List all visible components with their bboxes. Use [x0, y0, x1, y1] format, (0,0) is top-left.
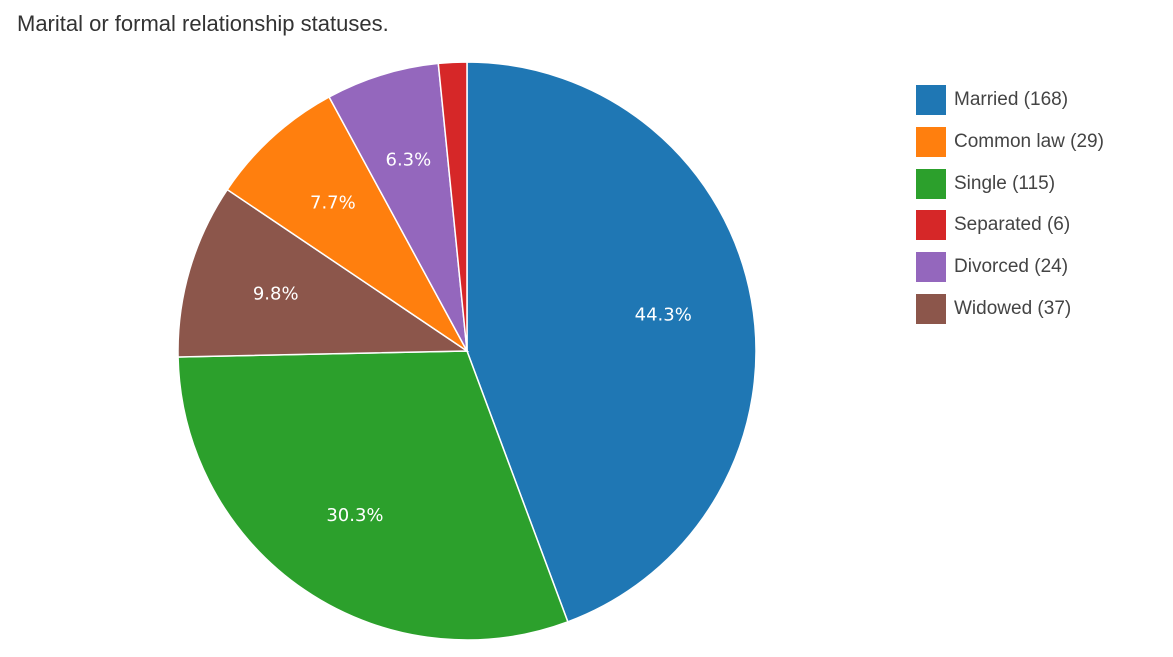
legend-item-widowed[interactable]: Widowed (37): [916, 293, 1104, 324]
legend-swatch: [916, 126, 946, 157]
legend-label: Separated (6): [954, 214, 1071, 236]
pie-slice-married[interactable]: [466, 61, 757, 623]
legend-swatch: [916, 210, 946, 241]
slice-percent-label: 44.3%: [635, 305, 692, 326]
chart-title: Marital or formal relationship statuses.: [17, 11, 389, 36]
legend-item-divorced[interactable]: Divorced (24): [916, 252, 1104, 283]
legend-label: Divorced (24): [954, 256, 1069, 278]
legend-swatch: [916, 293, 946, 324]
pie-slice-single[interactable]: [177, 350, 569, 641]
pie-slice-common-law[interactable]: [226, 95, 468, 352]
slice-percent-label: 6.3%: [386, 149, 432, 170]
slice-percent-label: 7.7%: [310, 192, 356, 213]
legend: Married (168) Common law (29) Single (11…: [916, 85, 1104, 336]
legend-item-common-law[interactable]: Common law (29): [916, 126, 1104, 157]
legend-swatch: [916, 168, 946, 199]
slice-percent-label: 30.3%: [326, 505, 383, 526]
legend-label: Married (168): [954, 89, 1069, 110]
pie-slice-divorced[interactable]: [328, 62, 468, 352]
pie-slice-separated[interactable]: [437, 61, 468, 352]
legend-label: Common law (29): [954, 130, 1104, 152]
legend-item-single[interactable]: Single (115): [916, 168, 1104, 199]
legend-swatch: [916, 252, 946, 283]
legend-label: Single (115): [954, 172, 1056, 194]
pie-slice-widowed[interactable]: [177, 188, 470, 358]
legend-item-separated[interactable]: Separated (6): [916, 210, 1104, 241]
legend-swatch: [916, 85, 946, 115]
slice-percent-label: 9.8%: [253, 284, 299, 305]
legend-item-married[interactable]: Married (168): [916, 85, 1104, 115]
legend-label: Widowed (37): [954, 297, 1072, 319]
